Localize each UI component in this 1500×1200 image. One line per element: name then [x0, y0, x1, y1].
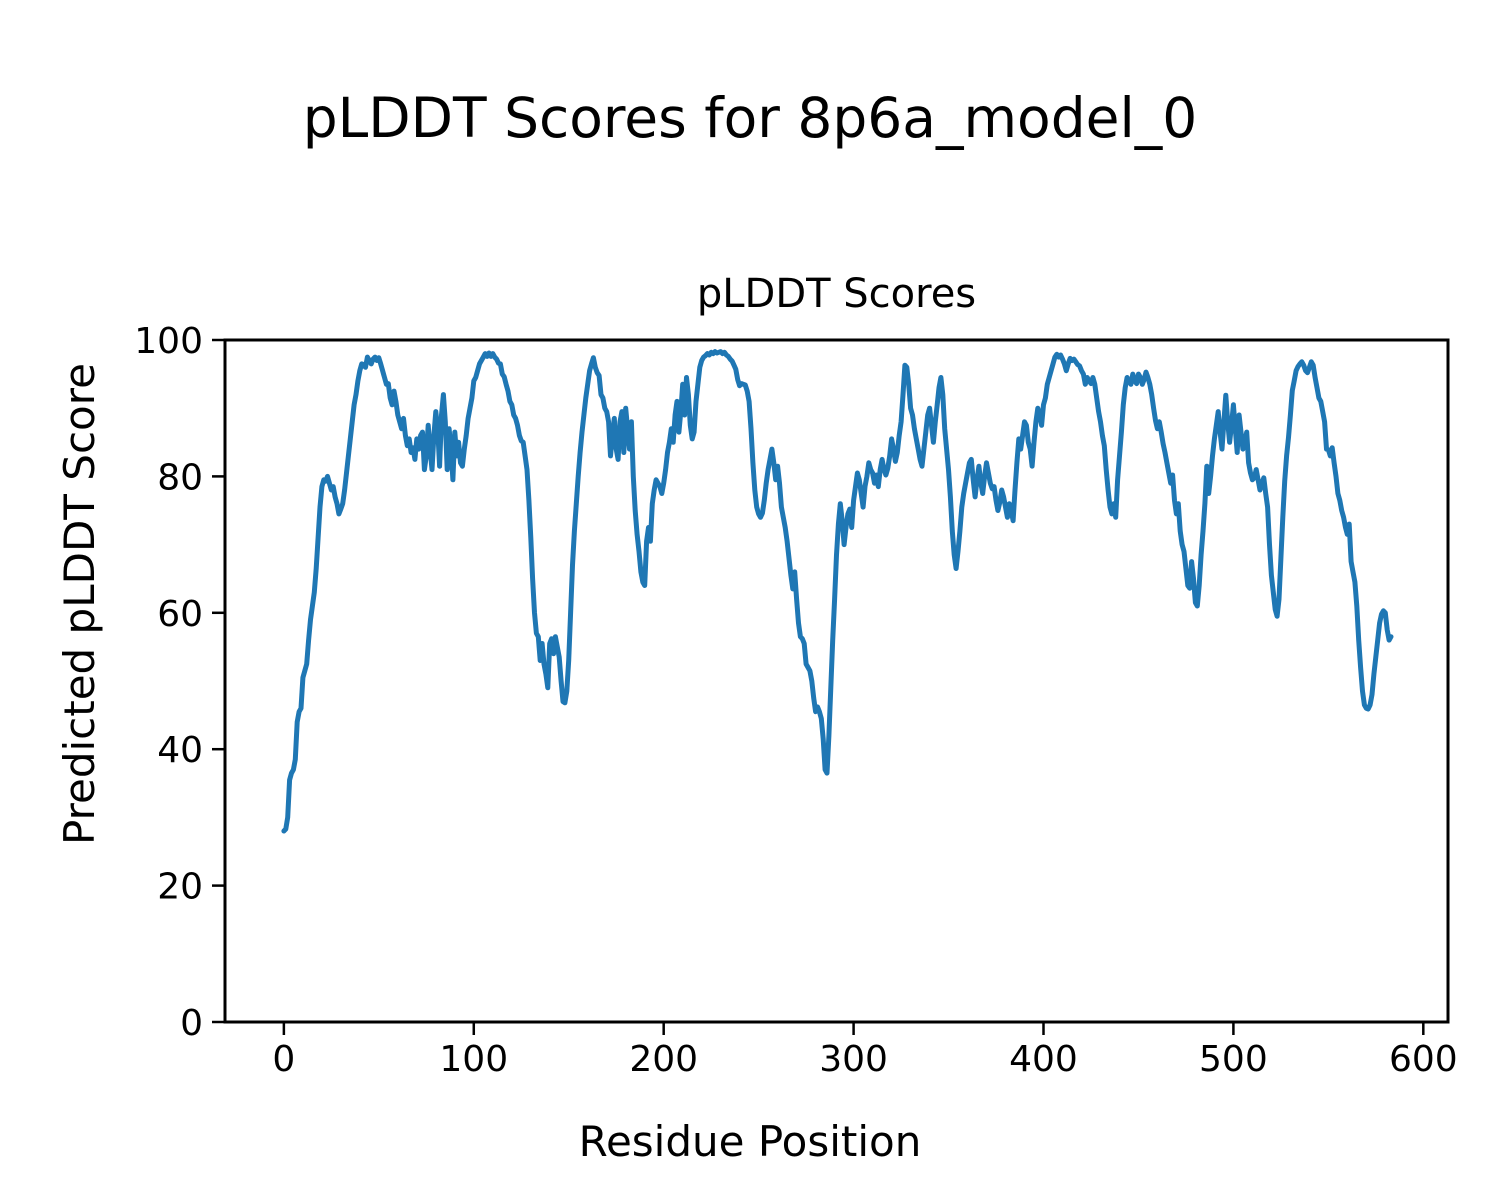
x-axis-ticks: 0 100 200 300 400 500 600	[272, 1022, 1458, 1080]
y-axis-label: Predicted pLDDT Score	[55, 363, 104, 845]
x-tick-label: 0	[272, 1039, 295, 1080]
x-tick-label: 600	[1389, 1039, 1458, 1080]
x-tick-label: 300	[819, 1039, 888, 1080]
x-tick-label: 200	[629, 1039, 698, 1080]
y-tick-label: 40	[157, 730, 203, 771]
y-tick-label: 60	[157, 594, 203, 635]
y-tick-label: 80	[157, 457, 203, 498]
y-tick-label: 100	[134, 321, 203, 362]
x-tick-label: 400	[1009, 1039, 1078, 1080]
y-tick-label: 20	[157, 867, 203, 908]
x-tick-label: 500	[1199, 1039, 1268, 1080]
y-tick-label: 0	[180, 1003, 203, 1044]
x-tick-label: 100	[439, 1039, 508, 1080]
plddt-line	[281, 349, 1394, 834]
axes-frame	[223, 338, 1450, 1024]
axes-title: pLDDT Scores	[696, 271, 977, 317]
y-axis-ticks: 0 20 40 60 80 100	[134, 321, 225, 1044]
x-axis-label: Residue Position	[578, 1117, 922, 1166]
figure-title: pLDDT Scores for 8p6a_model_0	[302, 86, 1198, 150]
